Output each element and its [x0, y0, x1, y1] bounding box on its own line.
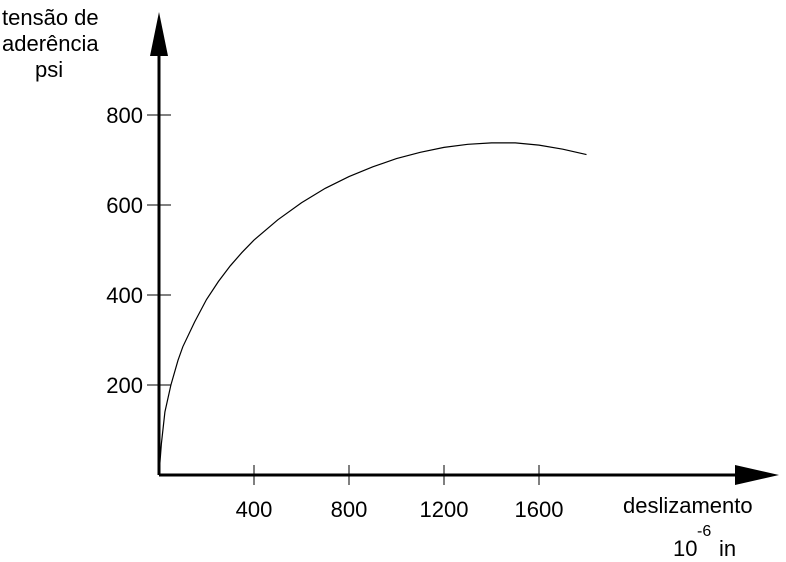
- y-tick-label: 400: [106, 283, 143, 308]
- y-tick-label: 800: [106, 103, 143, 128]
- x-tick-label: 1200: [420, 497, 469, 522]
- y-axis-label-line-2: aderência: [2, 31, 99, 56]
- x-tick-label: 400: [236, 497, 273, 522]
- y-tick-label: 200: [106, 373, 143, 398]
- x-unit: in: [719, 536, 736, 561]
- bond-slip-curve: [158, 142, 587, 476]
- y-tick-label: 600: [106, 193, 143, 218]
- x-tick-label: 800: [331, 497, 368, 522]
- x-axis-label: deslizamento: [623, 493, 753, 518]
- ticks-layer: 400 800 1200 1600 200 400 600 800: [106, 103, 563, 522]
- x-tick-label: 1600: [515, 497, 564, 522]
- y-axis-arrowhead: [150, 12, 168, 56]
- y-axis-label-line-1: tensão de: [2, 5, 99, 30]
- x-unit-exponent: -6: [697, 523, 711, 540]
- x-axis-arrowhead: [735, 465, 779, 485]
- y-axis-label-line-3: psi: [35, 57, 63, 82]
- x-unit-base: 10: [673, 536, 697, 561]
